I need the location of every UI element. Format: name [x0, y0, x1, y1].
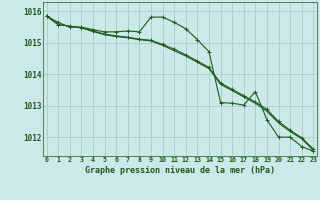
X-axis label: Graphe pression niveau de la mer (hPa): Graphe pression niveau de la mer (hPa): [85, 166, 275, 175]
